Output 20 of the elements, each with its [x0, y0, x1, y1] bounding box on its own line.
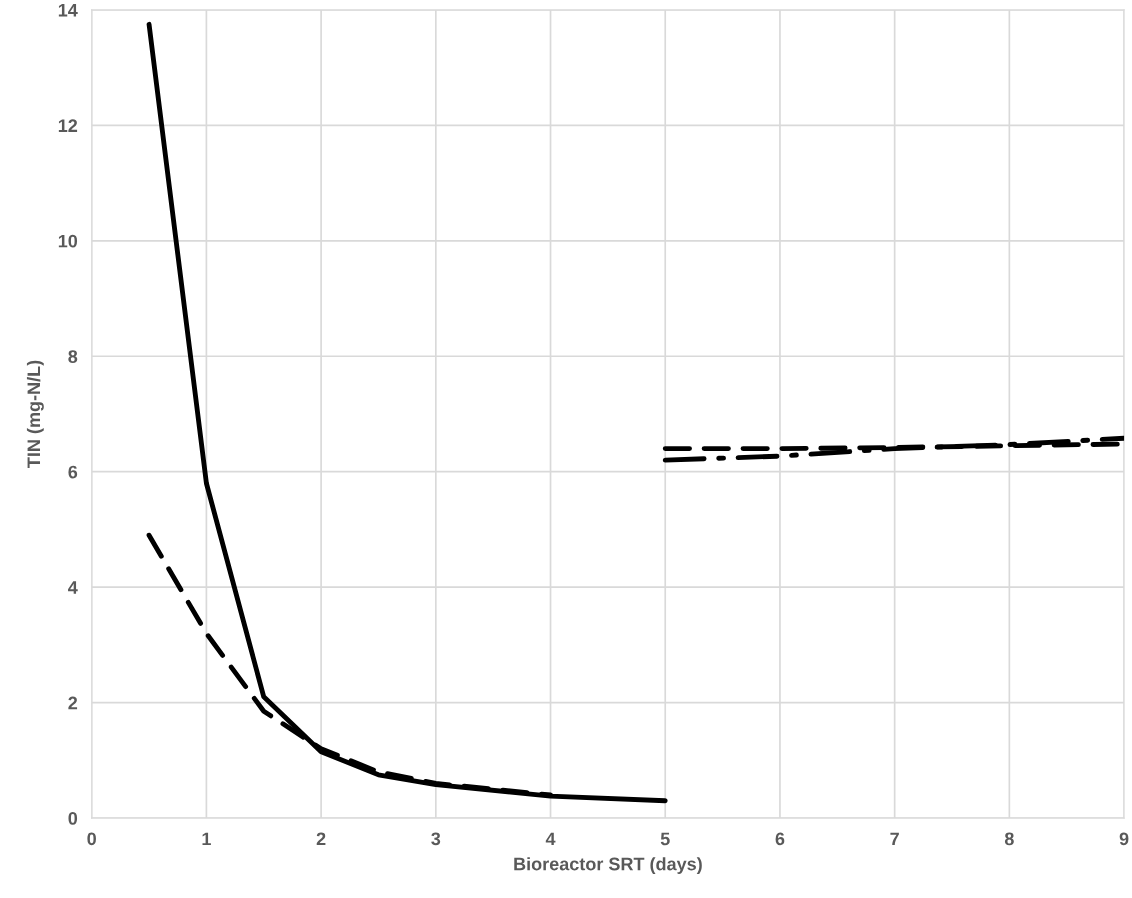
x-tick-label: 8 — [1004, 832, 1014, 846]
x-tick-label: 6 — [775, 832, 785, 846]
y-tick-label: 4 — [68, 581, 78, 594]
y-axis-title: TIN (mg-N/L) — [26, 360, 44, 468]
x-tick-label: 9 — [1119, 832, 1129, 846]
x-tick-label: 4 — [545, 832, 556, 846]
y-tick-label: 14 — [58, 4, 78, 17]
x-axis-title: Bioreactor SRT (days) — [514, 857, 702, 874]
y-tick-label: 6 — [68, 465, 78, 479]
y-tick-label: 12 — [58, 119, 78, 132]
y-tick-label: 2 — [68, 696, 78, 710]
x-tick-label: 2 — [316, 832, 326, 846]
x-tick-label: 1 — [202, 832, 211, 846]
x-tick-label: 7 — [890, 832, 899, 846]
y-tick-label: 8 — [68, 350, 78, 363]
y-tick-label: 0 — [68, 812, 78, 825]
y-tick-label: 10 — [58, 234, 78, 248]
x-tick-label: 5 — [660, 832, 670, 846]
x-tick-label: 0 — [87, 832, 96, 846]
x-tick-label: 3 — [431, 832, 441, 846]
